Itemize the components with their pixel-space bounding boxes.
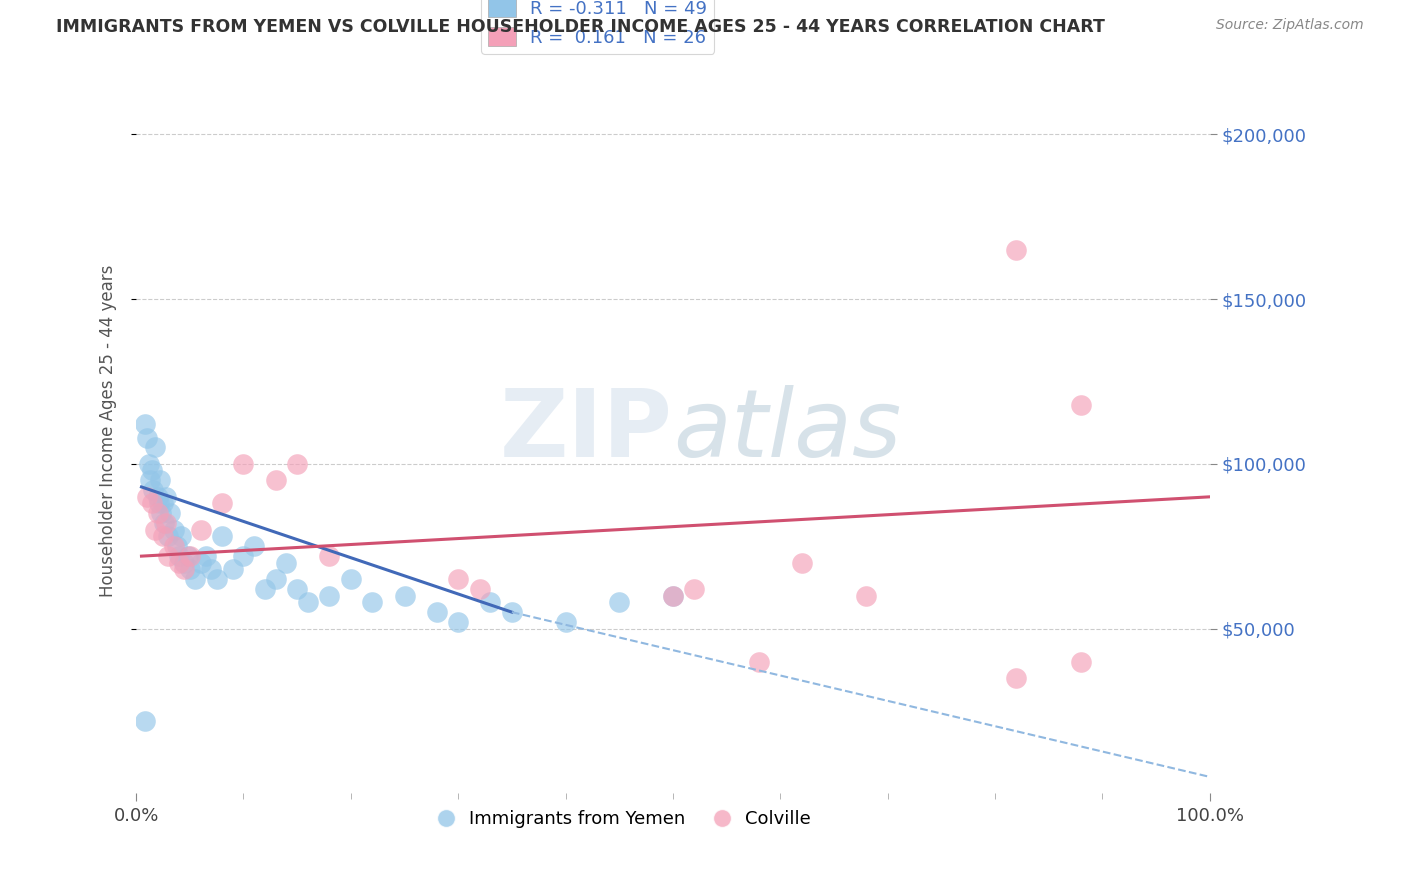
Point [152,496,174,510]
Point [184,572,207,586]
Point [176,549,198,563]
Point [285,582,308,596]
Point [163,523,186,537]
Point [179,562,201,576]
Point [152,529,174,543]
Point [146,506,169,520]
Point [1070,398,1092,412]
Point [138,457,160,471]
Text: ZIP: ZIP [501,385,673,477]
Point [135,430,157,444]
Point [190,523,212,537]
Point [607,595,630,609]
Text: Source: ZipAtlas.com: Source: ZipAtlas.com [1216,18,1364,32]
Point [173,562,195,576]
Point [139,474,162,488]
Point [662,589,685,603]
Point [200,562,222,576]
Point [157,529,180,543]
Legend: Immigrants from Yemen, Colville: Immigrants from Yemen, Colville [420,803,818,835]
Point [340,572,363,586]
Point [447,615,470,629]
Point [179,549,201,563]
Point [142,483,165,498]
Point [211,529,233,543]
Point [243,539,266,553]
Point [167,556,190,570]
Point [479,595,502,609]
Point [683,582,706,596]
Point [141,496,163,510]
Point [318,549,340,563]
Point [222,562,245,576]
Point [145,441,167,455]
Point [167,549,190,563]
Point [447,572,470,586]
Point [163,539,186,553]
Point [468,582,491,596]
Point [149,506,172,520]
Point [190,556,212,570]
Point [285,457,308,471]
Point [264,474,287,488]
Point [173,556,195,570]
Text: IMMIGRANTS FROM YEMEN VS COLVILLE HOUSEHOLDER INCOME AGES 25 - 44 YEARS CORRELAT: IMMIGRANTS FROM YEMEN VS COLVILLE HOUSEH… [56,18,1105,36]
Point [1005,671,1028,685]
Point [426,605,449,619]
Point [170,529,193,543]
Point [146,490,169,504]
Point [790,556,813,570]
Point [264,572,287,586]
Point [361,595,384,609]
Point [297,595,319,609]
Point [155,490,177,504]
Point [253,582,276,596]
Point [662,589,685,603]
Y-axis label: Householder Income Ages 25 - 44 years: Householder Income Ages 25 - 44 years [100,265,117,597]
Point [194,549,217,563]
Point [134,714,156,728]
Point [855,589,877,603]
Point [145,523,167,537]
Point [501,605,523,619]
Point [554,615,576,629]
Point [149,474,172,488]
Point [141,463,163,477]
Point [1005,243,1028,257]
Point [148,496,170,510]
Point [276,556,298,570]
Point [155,516,177,531]
Point [748,655,770,669]
Point [153,516,176,531]
Point [394,589,416,603]
Point [232,549,254,563]
Text: atlas: atlas [673,385,901,476]
Point [211,496,233,510]
Point [318,589,340,603]
Point [134,417,156,432]
Point [135,490,157,504]
Point [1070,655,1092,669]
Point [166,539,188,553]
Point [232,457,254,471]
Point [205,572,228,586]
Point [159,506,181,520]
Point [157,549,180,563]
